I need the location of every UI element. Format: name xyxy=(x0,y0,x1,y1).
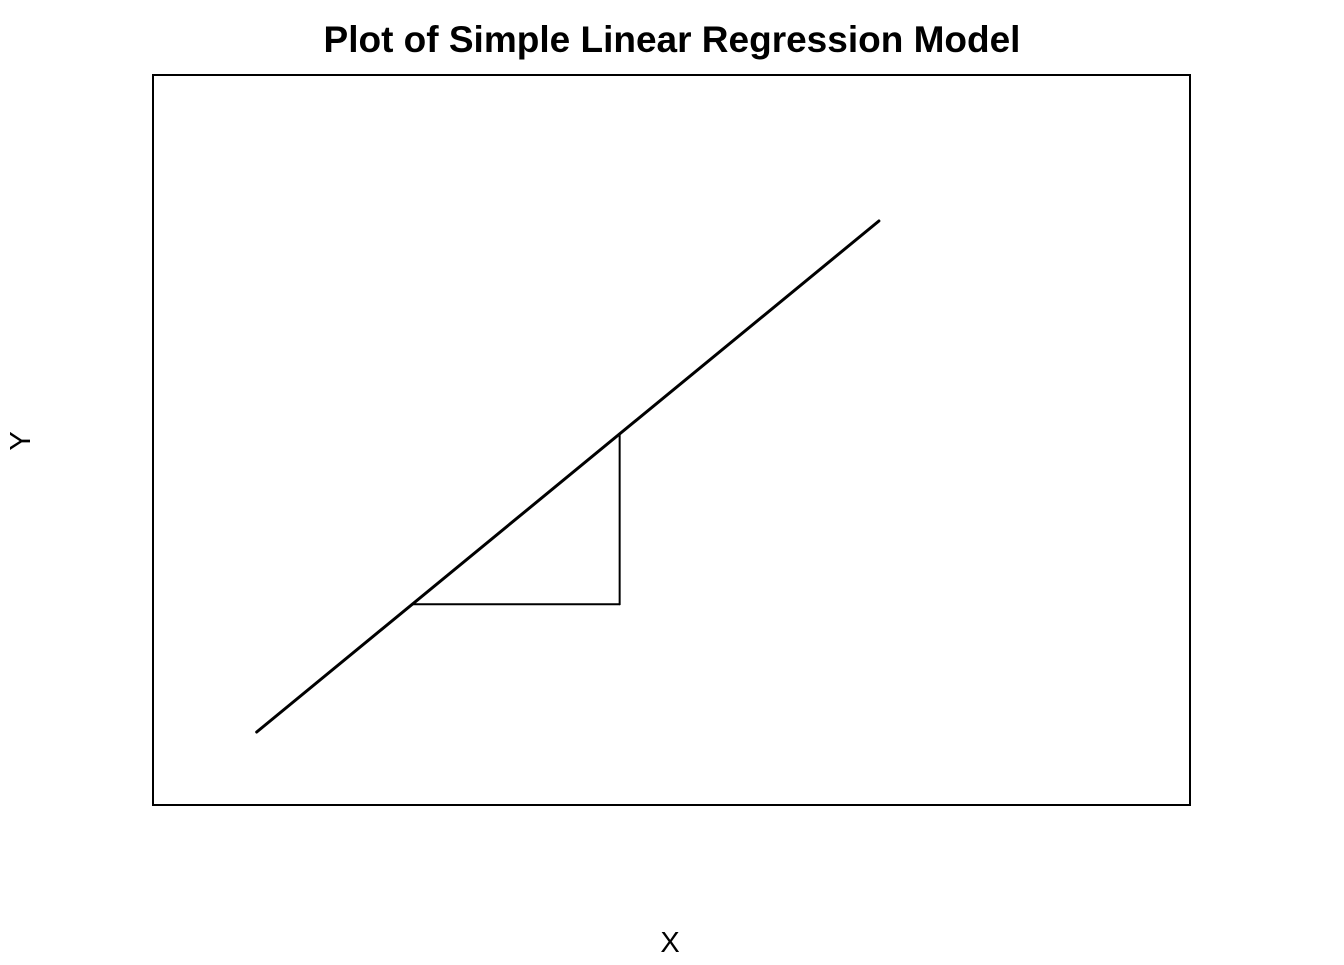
x-axis-label: X xyxy=(660,927,679,959)
plot-frame xyxy=(152,74,1191,806)
chart-title: Plot of Simple Linear Regression Model xyxy=(324,19,1021,60)
y-axis-label: Y xyxy=(5,431,37,450)
series-layer xyxy=(255,219,881,734)
regression-line xyxy=(255,219,881,734)
